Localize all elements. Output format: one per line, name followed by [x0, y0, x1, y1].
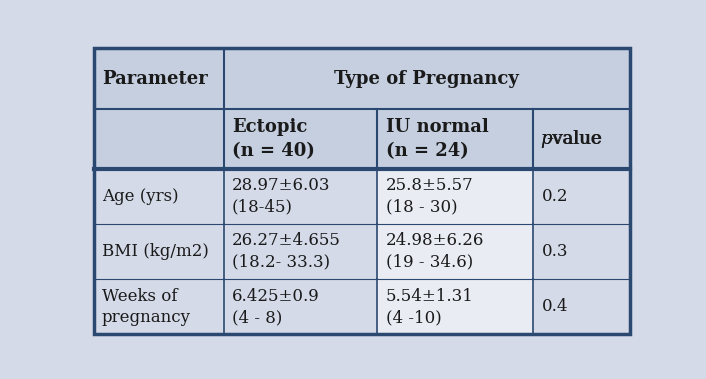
Bar — [534, 279, 630, 334]
Bar — [377, 109, 534, 169]
Bar — [534, 109, 630, 169]
Text: Weeks of
pregnancy: Weeks of pregnancy — [102, 288, 191, 326]
Text: -value: -value — [546, 130, 602, 148]
Bar — [94, 49, 224, 109]
Bar — [377, 224, 534, 279]
Text: 0.4: 0.4 — [542, 298, 568, 315]
Bar — [224, 279, 377, 334]
Text: 0.2: 0.2 — [542, 188, 568, 205]
Text: 5.54±1.31
(4 -10): 5.54±1.31 (4 -10) — [385, 288, 474, 326]
Text: Parameter: Parameter — [102, 70, 208, 88]
Bar — [534, 224, 630, 279]
Text: Age (yrs): Age (yrs) — [102, 188, 179, 205]
Text: BMI (kg/m2): BMI (kg/m2) — [102, 243, 209, 260]
Text: Type of Pregnancy: Type of Pregnancy — [335, 70, 519, 88]
Bar — [224, 49, 630, 109]
Text: p: p — [540, 130, 551, 148]
Text: IU normal
(n = 24): IU normal (n = 24) — [385, 118, 489, 160]
Bar — [377, 279, 534, 334]
Bar — [224, 109, 377, 169]
Text: 25.8±5.57
(18 - 30): 25.8±5.57 (18 - 30) — [385, 177, 473, 216]
Bar — [94, 109, 224, 169]
Text: p: p — [540, 130, 551, 148]
Text: Ectopic
(n = 40): Ectopic (n = 40) — [232, 118, 315, 160]
Bar — [94, 224, 224, 279]
Bar — [224, 224, 377, 279]
Bar — [224, 169, 377, 224]
Text: 0.3: 0.3 — [542, 243, 568, 260]
Text: 24.98±6.26
(19 - 34.6): 24.98±6.26 (19 - 34.6) — [385, 232, 484, 271]
Bar — [534, 169, 630, 224]
Bar — [94, 279, 224, 334]
Text: -value: -value — [547, 130, 602, 148]
Text: 26.27±4.655
(18.2- 33.3): 26.27±4.655 (18.2- 33.3) — [232, 232, 341, 271]
Text: 28.97±6.03
(18-45): 28.97±6.03 (18-45) — [232, 177, 330, 216]
Bar — [377, 169, 534, 224]
Text: 6.425±0.9
(4 - 8): 6.425±0.9 (4 - 8) — [232, 288, 320, 326]
Bar — [94, 169, 224, 224]
